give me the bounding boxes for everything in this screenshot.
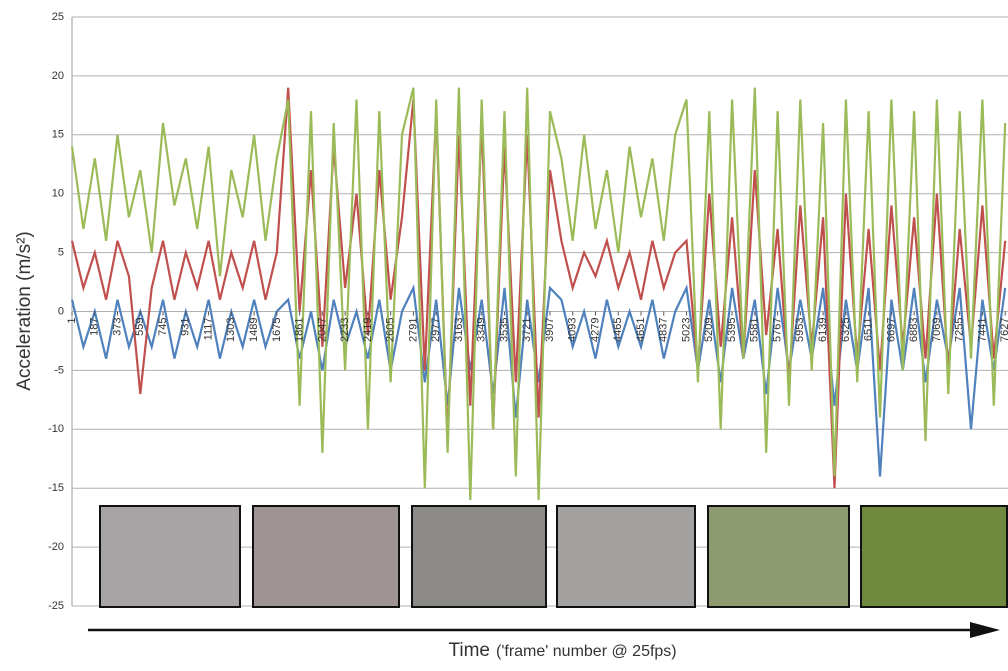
- thumbnail: [861, 506, 1007, 607]
- x-tick-label: 5395: [726, 318, 738, 342]
- x-tick-label: 7627: [999, 318, 1008, 342]
- y-tick-label: -15: [48, 482, 64, 494]
- x-tick-label: 6325: [840, 318, 852, 342]
- y-tick-label: -10: [48, 423, 64, 435]
- data-line: [72, 288, 1005, 477]
- x-tick-label: 1489: [248, 318, 260, 342]
- x-tick-label: 559: [134, 318, 146, 336]
- x-tick-label: 4279: [589, 318, 601, 342]
- x-axis-label: Time: [448, 640, 490, 661]
- data-line: [72, 88, 1005, 489]
- chart: -25 -20 -15 -10 -5 0 5 10 15 20 25 1 187 373 559 745 931…: [0, 0, 1008, 666]
- y-tick-label: 5: [58, 247, 64, 259]
- thumbnail: [100, 506, 240, 607]
- thumbnails: [100, 506, 1007, 607]
- x-tick-label: 1675: [271, 318, 283, 342]
- x-tick-label: 5767: [771, 318, 783, 342]
- x-tick-label: 5023: [680, 318, 692, 342]
- thumbnail: [557, 506, 695, 607]
- x-tick-label: 2977: [430, 318, 442, 342]
- x-tick-label: 1117: [202, 318, 214, 341]
- x-tick-label: 5209: [703, 318, 715, 342]
- x-tick-label: 6511: [863, 318, 875, 342]
- x-tick-label: 4465: [612, 318, 624, 342]
- y-tick-label: 20: [52, 70, 64, 82]
- x-tick-label: 373: [111, 318, 123, 336]
- x-tick-label: 1: [66, 318, 78, 324]
- y-tick-label: 15: [52, 129, 64, 141]
- y-tick-label: 0: [58, 305, 64, 317]
- x-tick-label: 187: [89, 318, 101, 336]
- x-tick-label: 1303: [225, 318, 237, 342]
- x-tick-label: 7255: [954, 318, 966, 342]
- x-tick-label: 6139: [817, 318, 829, 342]
- x-tick-label: 4837: [658, 318, 670, 342]
- arrow-head: [970, 622, 1000, 638]
- x-tick-label: 3721: [521, 318, 533, 342]
- x-tick-label: 2047: [316, 318, 328, 342]
- x-tick-label: 5581: [749, 318, 761, 342]
- thumbnail: [412, 506, 546, 607]
- x-tick-label: 3907: [544, 318, 556, 342]
- y-tick-label: 10: [52, 188, 64, 200]
- y-axis-label: Acceleration (m/s²): [14, 231, 35, 390]
- y-tick-label: -5: [54, 364, 64, 376]
- thumbnail: [253, 506, 399, 607]
- x-tick-label: 745: [157, 318, 169, 336]
- x-tick-label: 2791: [407, 318, 419, 342]
- x-tick-label: 7069: [931, 318, 943, 342]
- x-tick-label: 3535: [498, 317, 510, 341]
- y-tick-label: -20: [48, 541, 64, 553]
- x-tick-label: 931: [180, 318, 192, 336]
- x-tick-label: 6697: [885, 318, 897, 342]
- y-tick-label: 25: [52, 11, 64, 23]
- data-line: [72, 88, 1005, 500]
- x-tick-label: 3163: [453, 318, 465, 342]
- x-tick-label: 3349: [476, 318, 488, 342]
- x-tick-label: 1861: [294, 318, 306, 342]
- x-tick-label: 5953: [794, 318, 806, 342]
- thumbnail: [708, 506, 849, 607]
- x-tick-label: 2419: [362, 318, 374, 342]
- x-tick-label: 2233: [339, 318, 351, 342]
- x-tick-label: 4651: [635, 318, 647, 342]
- x-tick-label: 7441: [976, 318, 988, 342]
- x-tick-label: 2605: [385, 318, 397, 342]
- y-tick-label: -25: [48, 600, 64, 612]
- x-tick-label: 6883: [908, 318, 920, 342]
- x-axis-label-note: ('frame' number @ 25fps): [496, 643, 677, 660]
- x-tick-label: 4093: [567, 318, 579, 342]
